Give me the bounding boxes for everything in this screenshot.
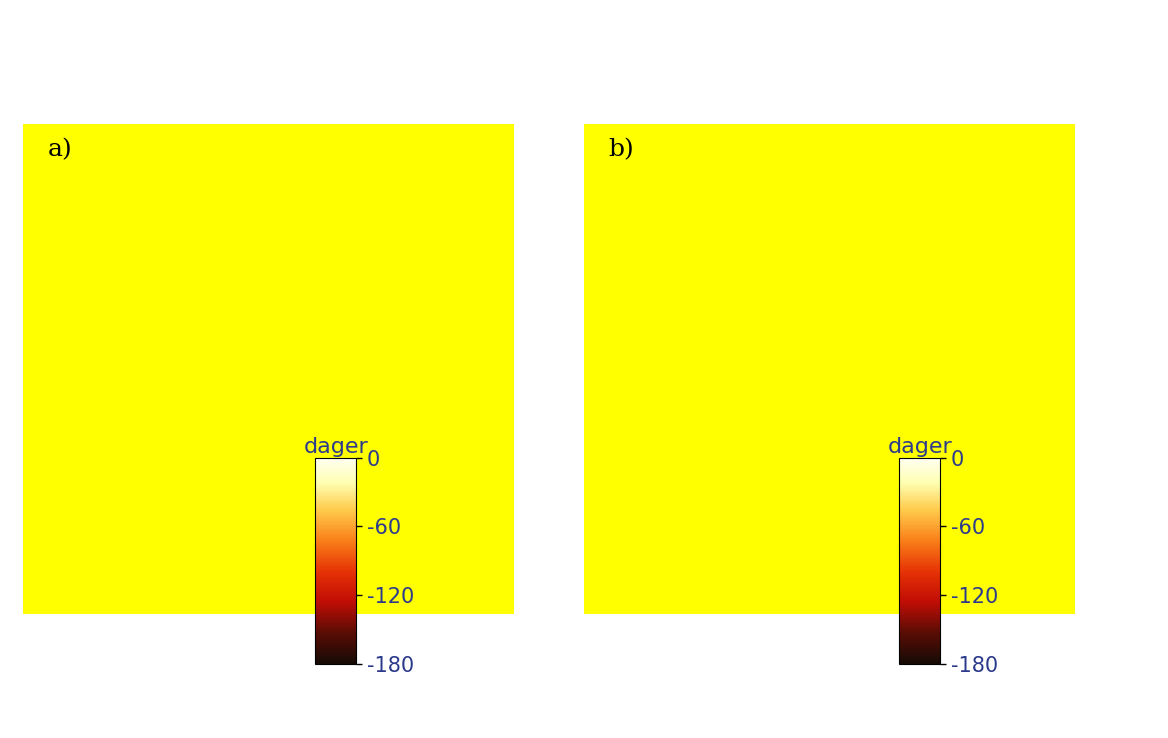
Title: dager: dager: [304, 438, 368, 458]
Text: a): a): [48, 139, 72, 162]
Title: dager: dager: [888, 438, 952, 458]
Text: b): b): [609, 139, 634, 162]
